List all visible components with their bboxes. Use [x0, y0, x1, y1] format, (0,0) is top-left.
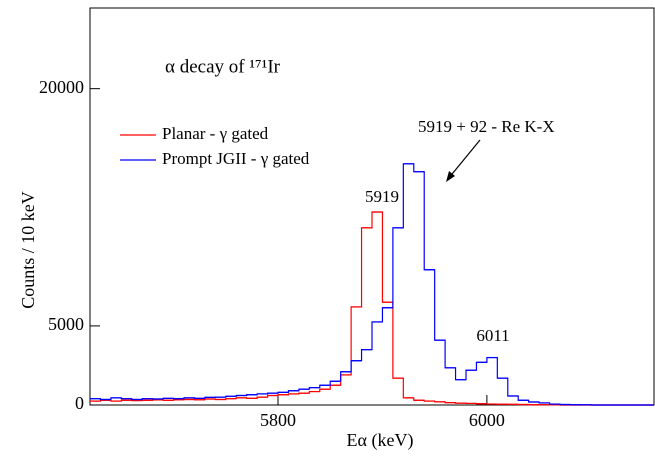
annotation: 5919	[365, 187, 399, 206]
y-axis-label: Counts / 10 keV	[18, 191, 38, 309]
annotation: 5919 + 92 - Re K-X	[418, 117, 555, 136]
step-risers	[90, 211, 654, 406]
y-tick-label: 0	[75, 393, 84, 413]
arrow-line	[447, 139, 481, 180]
x-tick-label: 5800	[260, 410, 296, 430]
legend-label: Planar - γ gated	[162, 124, 269, 143]
x-tick-label: 6000	[469, 410, 505, 430]
plot-frame	[89, 7, 655, 406]
legend-label: Prompt JGII - γ gated	[162, 149, 310, 168]
y-tick-label: 20000	[39, 77, 84, 97]
x-axis-label: Eα (keV)	[347, 430, 414, 451]
y-tick-label: 5000	[48, 314, 84, 334]
step-risers	[90, 163, 654, 406]
arrow-head	[446, 171, 455, 182]
annotation: 6011	[476, 326, 509, 345]
chart-title: α decay of ¹⁷¹Ir	[165, 56, 281, 77]
